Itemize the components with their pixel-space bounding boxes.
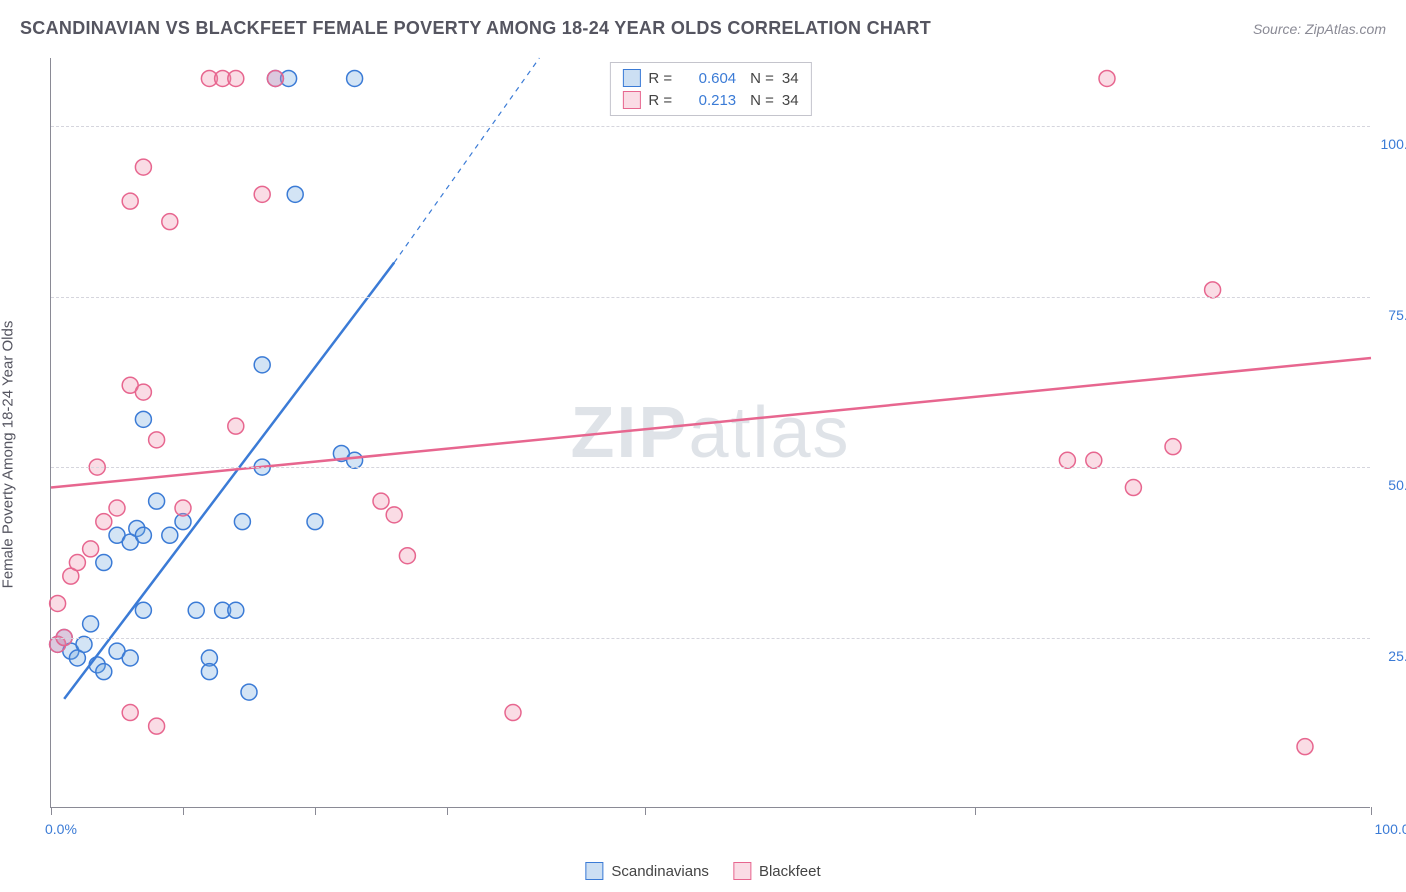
y-tick-label: 25.0% [1376,648,1406,664]
x-tick-label: 100.0% [1375,821,1406,837]
x-tick [645,807,646,815]
x-tick [975,807,976,815]
r-label: R = [648,92,672,109]
y-axis-label: Female Poverty Among 18-24 Year Olds [0,321,17,589]
chart-title: SCANDINAVIAN VS BLACKFEET FEMALE POVERTY… [20,18,931,39]
swatch-blackfeet [622,91,640,109]
source-attribution: Source: ZipAtlas.com [1253,21,1386,37]
swatch-blackfeet [733,862,751,880]
r-value-blackfeet: 0.213 [680,92,736,109]
x-tick [183,807,184,815]
swatch-scandinavians [622,69,640,87]
n-label: N = [750,70,774,87]
x-tick [51,807,52,815]
swatch-scandinavians [585,862,603,880]
n-label: N = [750,92,774,109]
x-tick [447,807,448,815]
y-tick-label: 100.0% [1376,136,1406,152]
x-tick-label: 0.0% [45,821,77,837]
header-row: SCANDINAVIAN VS BLACKFEET FEMALE POVERTY… [20,18,1386,39]
plot-svg [51,58,1370,807]
legend-item-blackfeet: Blackfeet [733,862,821,880]
r-label: R = [648,70,672,87]
y-tick-label: 75.0% [1376,307,1406,323]
legend-row-scandinavians: R = 0.604 N = 34 [622,67,798,89]
n-value-scandinavians: 34 [782,70,799,87]
x-tick [315,807,316,815]
x-tick [1371,807,1372,815]
gridline [51,638,1370,639]
n-value-blackfeet: 34 [782,92,799,109]
gridline [51,467,1370,468]
gridline [51,126,1370,127]
legend-row-blackfeet: R = 0.213 N = 34 [622,89,798,111]
gridline [51,297,1370,298]
correlation-legend: R = 0.604 N = 34 R = 0.213 N = 34 [609,62,811,116]
series-legend: Scandinavians Blackfeet [585,862,820,880]
legend-label-scandinavians: Scandinavians [611,863,709,880]
plot-area: ZIPatlas R = 0.604 N = 34 R = 0.213 N = … [50,58,1370,808]
r-value-scandinavians: 0.604 [680,70,736,87]
y-tick-label: 50.0% [1376,477,1406,493]
legend-item-scandinavians: Scandinavians [585,862,709,880]
legend-label-blackfeet: Blackfeet [759,863,821,880]
